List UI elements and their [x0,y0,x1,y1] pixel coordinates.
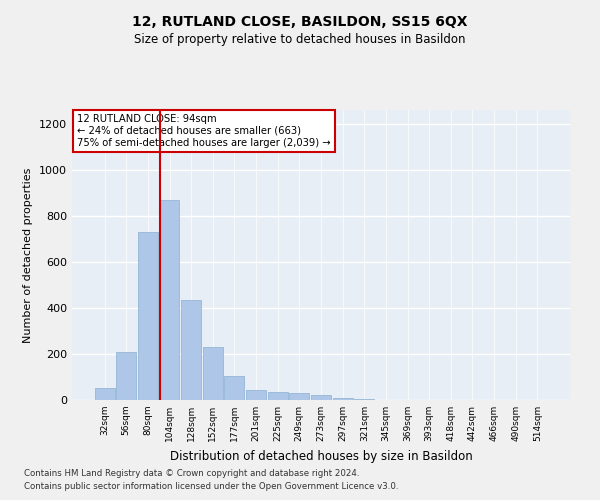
Bar [224,376,244,400]
Bar [203,347,223,400]
Bar [268,392,287,400]
Bar [332,398,353,400]
X-axis label: Distribution of detached houses by size in Basildon: Distribution of detached houses by size … [170,450,472,462]
Bar [95,388,115,400]
Bar [160,200,179,400]
Text: Size of property relative to detached houses in Basildon: Size of property relative to detached ho… [134,32,466,46]
Bar [355,399,374,400]
Text: Contains public sector information licensed under the Open Government Licence v3: Contains public sector information licen… [24,482,398,491]
Bar [246,390,266,400]
Text: Contains HM Land Registry data © Crown copyright and database right 2024.: Contains HM Land Registry data © Crown c… [24,468,359,477]
Text: 12 RUTLAND CLOSE: 94sqm
← 24% of detached houses are smaller (663)
75% of semi-d: 12 RUTLAND CLOSE: 94sqm ← 24% of detache… [77,114,331,148]
Bar [311,396,331,400]
Bar [138,232,158,400]
Bar [116,352,136,400]
Bar [289,393,310,400]
Text: 12, RUTLAND CLOSE, BASILDON, SS15 6QX: 12, RUTLAND CLOSE, BASILDON, SS15 6QX [132,15,468,29]
Y-axis label: Number of detached properties: Number of detached properties [23,168,34,342]
Bar [181,300,201,400]
